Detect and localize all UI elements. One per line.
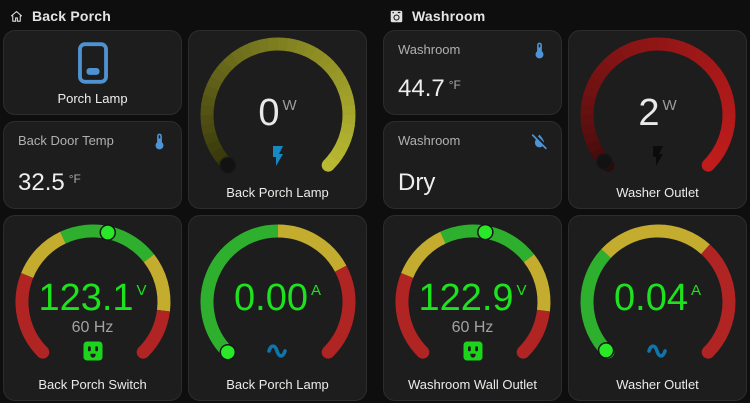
back-porch-lamp-power-gauge[interactable]: 0 W Back Porch Lamp [188,30,367,209]
back-porch-lamp-current-gauge[interactable]: 0.00 A Back Porch Lamp [188,215,367,401]
washer-outlet-current-gauge[interactable]: 0.04 A Washer Outlet [568,215,747,401]
light-switch-icon[interactable] [70,40,116,86]
gauge-arc [395,223,550,359]
ac-icon [266,339,290,363]
water-off-icon [530,132,549,151]
ac-icon [646,339,670,363]
sensor-value: Dry [398,169,435,197]
outlet-icon [81,339,105,363]
porch-lamp-label: Porch Lamp [57,90,128,106]
porch-lamp-card[interactable]: Porch Lamp [3,30,182,115]
gauge-name: Back Porch Switch [38,377,147,392]
gauge-unit: W [282,97,297,114]
sensor-title: Back Door Temp [18,133,114,148]
gauge-value: 0.04 A [614,277,701,319]
outlet-icon [461,339,485,363]
gauge-arc [580,37,735,172]
gauge-unit: A [690,282,701,299]
sensor-value-number: Dry [398,169,436,196]
gauge-name: Washer Outlet [616,377,699,392]
section-header-washroom: Washroom [383,4,747,28]
gauge-unit: V [516,282,527,299]
sensor-title: Washroom [398,42,461,57]
gauge-name: Back Porch Lamp [226,377,329,392]
gauge-value-dot [597,342,614,359]
back-porch-switch-voltage-gauge[interactable]: 123.1 V 60 Hz Back Porch Switch [3,215,182,401]
sensor-value-number: 44.7 [398,75,445,102]
back-door-temp-card[interactable]: Back Door Temp 32.5 °F [3,121,182,209]
washing-machine-icon [389,9,404,24]
back-porch-grid: Porch Lamp Back Door Temp 32.5 °F 0 W Back … [3,30,367,401]
gauge-value: 122.9 V [418,277,527,319]
washroom-left-stack: Washroom 44.7 °F Washroom Dry [383,30,562,209]
sensor-unit: °F [68,172,81,186]
flash-icon [646,144,670,168]
sensor-value: 32.5 °F [18,169,81,197]
gauge-unit: A [310,282,321,299]
gauge-name: Washer Outlet [616,185,699,200]
section-header-back-porch: Back Porch [3,4,367,28]
washroom-temp-card[interactable]: Washroom 44.7 °F [383,30,562,115]
gauge-value-dot [595,153,613,170]
sensor-value-number: 32.5 [18,169,65,196]
section-title-back-porch: Back Porch [32,8,112,24]
gauge-arc [200,37,355,174]
sensor-value: 44.7 °F [398,75,461,103]
gauge-name: Back Porch Lamp [226,185,329,200]
gauge-value: 0.00 A [234,277,321,319]
sensor-unit: °F [448,78,461,92]
gauge-arc [200,224,355,361]
gauge-name: Washroom Wall Outlet [407,377,538,392]
home-icon [9,9,24,24]
flash-icon [266,144,290,168]
gauge-value: 123.1 V [38,277,147,319]
gauge-secondary-info: 60 Hz [71,319,114,336]
sensor-title: Washroom [398,133,461,148]
washer-outlet-power-gauge[interactable]: 2 W Washer Outlet [568,30,747,209]
gauge-unit: V [136,282,147,299]
gauge-value-dot [99,224,116,241]
washroom-moisture-card[interactable]: Washroom Dry [383,121,562,209]
gauge-unit: W [662,97,677,114]
gauge-value-dot [219,343,236,361]
washroom-wall-outlet-voltage-gauge[interactable]: 122.9 V 60 Hz Washroom Wall Outlet [383,215,562,401]
gauge-secondary-info: 60 Hz [451,319,494,336]
gauge-arc [15,224,170,359]
gauge-value-dot [219,156,236,174]
gauge-arc [580,224,735,359]
thermometer-icon [150,132,169,151]
section-back-porch: Back Porch Porch Lamp Back Door Temp 32.… [3,4,367,401]
section-title-washroom: Washroom [412,8,486,24]
back-porch-left-stack: Porch Lamp Back Door Temp 32.5 °F [3,30,182,209]
gauge-value-dot [476,223,494,241]
thermometer-icon [530,41,549,60]
washroom-grid: Washroom 44.7 °F Washroom Dry 2 W Washer Ou… [383,30,747,401]
